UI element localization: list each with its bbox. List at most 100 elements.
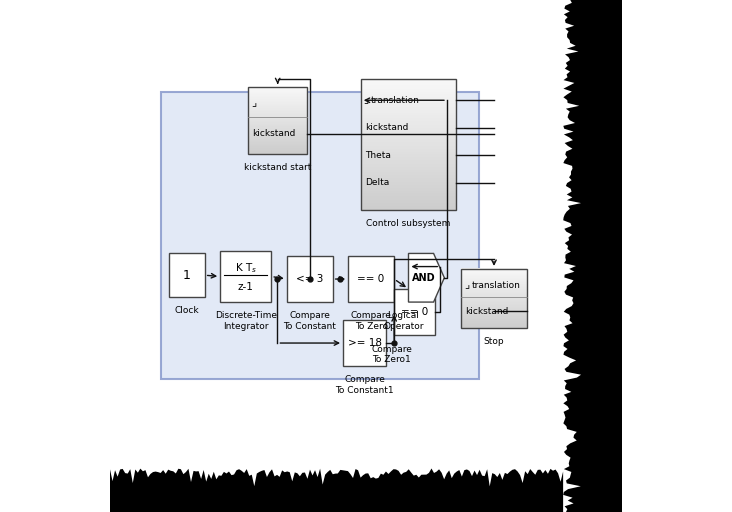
- Bar: [361, 92, 455, 94]
- Bar: [460, 280, 527, 281]
- Bar: [361, 80, 455, 82]
- Bar: [361, 116, 455, 119]
- Bar: [460, 276, 527, 278]
- Bar: [361, 203, 455, 205]
- Bar: [248, 132, 307, 133]
- Bar: [248, 98, 307, 99]
- Bar: [460, 305, 527, 306]
- Bar: [361, 178, 455, 181]
- Bar: [248, 131, 307, 132]
- Bar: [248, 137, 307, 138]
- Bar: [460, 285, 527, 287]
- Bar: [343, 320, 386, 366]
- Bar: [248, 112, 307, 114]
- Text: translation: translation: [371, 96, 420, 105]
- Bar: [361, 105, 455, 107]
- Text: kickstand start: kickstand start: [244, 163, 311, 172]
- Bar: [248, 91, 307, 92]
- Bar: [460, 309, 527, 311]
- Bar: [248, 88, 307, 90]
- Bar: [361, 100, 455, 102]
- Bar: [248, 133, 307, 135]
- Bar: [460, 273, 527, 274]
- Bar: [460, 311, 527, 312]
- Bar: [361, 142, 455, 145]
- Bar: [460, 302, 527, 303]
- Bar: [361, 165, 455, 167]
- Bar: [460, 275, 527, 276]
- Bar: [460, 282, 527, 283]
- Bar: [248, 144, 307, 145]
- Bar: [248, 138, 307, 139]
- Bar: [460, 313, 527, 314]
- Bar: [248, 92, 307, 94]
- Bar: [460, 282, 527, 284]
- Bar: [361, 86, 455, 88]
- Bar: [248, 97, 307, 99]
- Bar: [460, 322, 527, 323]
- Bar: [361, 79, 455, 81]
- Bar: [460, 320, 527, 321]
- Bar: [460, 269, 527, 270]
- Bar: [361, 131, 455, 133]
- Bar: [361, 183, 455, 185]
- Bar: [248, 111, 307, 112]
- Text: z-1: z-1: [238, 282, 253, 292]
- Bar: [460, 283, 527, 284]
- Bar: [460, 287, 527, 288]
- Bar: [248, 137, 307, 139]
- Bar: [248, 150, 307, 151]
- Bar: [460, 301, 527, 302]
- Bar: [361, 95, 455, 97]
- Bar: [361, 115, 455, 117]
- Bar: [460, 302, 527, 304]
- Bar: [460, 291, 527, 292]
- Bar: [361, 146, 455, 148]
- Bar: [361, 180, 455, 182]
- Bar: [460, 316, 527, 317]
- Bar: [248, 116, 307, 117]
- Bar: [248, 135, 307, 136]
- Text: >= 18: >= 18: [348, 338, 381, 348]
- Bar: [361, 87, 455, 89]
- Bar: [361, 159, 455, 161]
- Bar: [460, 272, 527, 273]
- Bar: [460, 303, 527, 304]
- Text: ⌟: ⌟: [251, 98, 256, 108]
- Bar: [248, 132, 307, 134]
- Bar: [361, 82, 455, 84]
- Bar: [361, 151, 455, 153]
- Bar: [248, 114, 307, 115]
- Bar: [361, 130, 455, 132]
- Bar: [460, 299, 527, 301]
- Bar: [361, 188, 455, 190]
- Bar: [361, 177, 455, 179]
- Text: Discrete-Time
Integrator: Discrete-Time Integrator: [214, 311, 277, 331]
- Bar: [361, 152, 455, 155]
- Bar: [248, 101, 307, 103]
- Bar: [248, 122, 307, 124]
- Bar: [460, 315, 527, 316]
- Bar: [248, 125, 307, 126]
- Bar: [460, 270, 527, 272]
- Bar: [361, 182, 455, 184]
- Text: AND: AND: [411, 273, 436, 283]
- Bar: [460, 318, 527, 319]
- Bar: [361, 167, 455, 169]
- Bar: [361, 89, 455, 91]
- Bar: [460, 290, 527, 291]
- Bar: [248, 123, 307, 124]
- Bar: [361, 197, 455, 199]
- Bar: [361, 97, 455, 99]
- Bar: [460, 285, 527, 286]
- Bar: [248, 145, 307, 147]
- Text: Compare
To Constant1: Compare To Constant1: [335, 375, 394, 395]
- Bar: [460, 324, 527, 325]
- Bar: [248, 105, 307, 106]
- Bar: [460, 298, 527, 299]
- Bar: [361, 204, 455, 207]
- Bar: [361, 133, 455, 135]
- Bar: [460, 296, 527, 297]
- Bar: [361, 108, 455, 111]
- Bar: [348, 256, 394, 302]
